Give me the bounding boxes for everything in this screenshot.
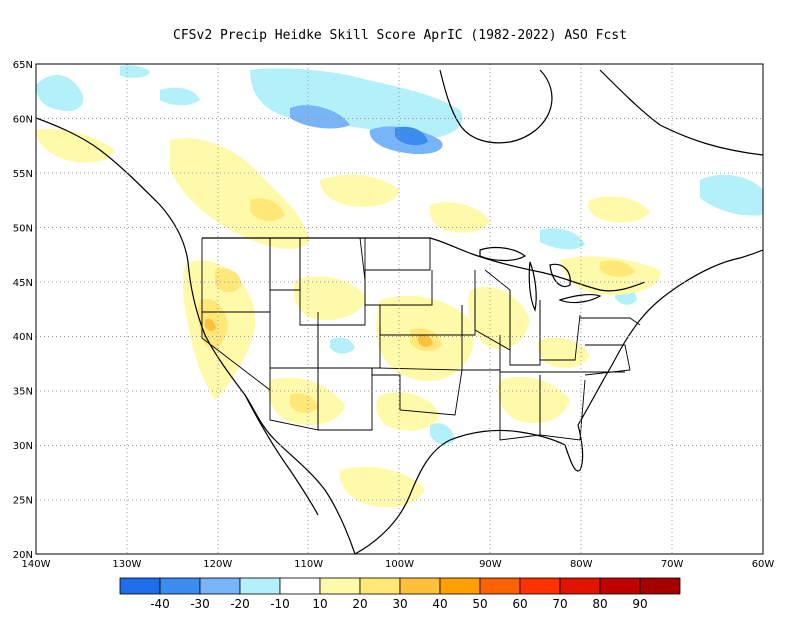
map-boundaries xyxy=(36,69,763,554)
lon-label: 120W xyxy=(203,559,232,570)
great-lakes-michigan xyxy=(528,261,537,312)
atlantic-coastline xyxy=(577,249,763,426)
neg-area-bc-coast xyxy=(120,65,150,78)
neg-strong-central-canada xyxy=(395,126,428,146)
lon-label: 60W xyxy=(752,559,775,570)
pos-strong-california xyxy=(205,318,216,331)
colorbar: -40 -30 -20 -10 10 20 30 40 50 60 70 80 90 xyxy=(119,577,681,611)
pos-area-labrador xyxy=(588,196,650,223)
lon-label: 90W xyxy=(479,559,502,570)
colorbar-swatch xyxy=(119,577,161,595)
pos-area-mexico xyxy=(339,466,425,508)
lat-label: 55N xyxy=(13,169,33,180)
pos-mid-idaho xyxy=(215,268,242,293)
neg-area-nevada xyxy=(330,337,355,354)
pos-area-nw-canada xyxy=(36,128,115,163)
colorbar-swatch xyxy=(559,577,601,595)
pos-area-appalachia xyxy=(537,337,590,369)
pos-mid-montana xyxy=(250,198,285,222)
lon-label: 100W xyxy=(385,559,414,570)
colorbar-swatch xyxy=(639,577,681,595)
colorbar-swatch xyxy=(599,577,641,595)
neg-area-atlantic xyxy=(700,174,763,216)
lon-label: 130W xyxy=(112,559,141,570)
lat-label: 65N xyxy=(13,60,33,71)
canada-us-border xyxy=(202,237,646,292)
gulf-coast xyxy=(354,429,566,554)
colorbar-swatch xyxy=(159,577,201,595)
colorbar-label: 70 xyxy=(552,597,567,611)
lat-label: 35N xyxy=(13,387,33,398)
pos-area-saskatchewan xyxy=(320,174,400,207)
neg-area-yukon xyxy=(160,87,200,106)
colorbar-label: -30 xyxy=(190,597,210,611)
map-frame xyxy=(35,63,764,555)
lon-label: 70W xyxy=(661,559,684,570)
pos-area-wyoming xyxy=(293,276,366,321)
great-lakes-huron xyxy=(549,263,571,287)
colorbar-label: 40 xyxy=(432,597,447,611)
pos-area-manitoba xyxy=(429,202,490,233)
lon-label: 140W xyxy=(22,559,51,570)
colorbar-label: 60 xyxy=(512,597,527,611)
florida xyxy=(564,424,584,472)
neg-area-ontario xyxy=(540,228,585,250)
pos-area-alberta xyxy=(170,138,310,250)
colorbar-label: 30 xyxy=(392,597,407,611)
great-lakes-erie xyxy=(558,294,602,304)
colorbar-swatch xyxy=(319,577,361,595)
lat-label: 45N xyxy=(13,278,33,289)
colorbar-swatch xyxy=(439,577,481,595)
colorbar-swatch xyxy=(239,577,281,595)
colorbar-swatch xyxy=(479,577,521,595)
pos-mid-arizona xyxy=(290,393,318,414)
colorbar-label: -40 xyxy=(150,597,170,611)
state-boundaries xyxy=(201,237,641,441)
lat-label: 25N xyxy=(13,496,33,507)
baja-coast xyxy=(244,394,319,516)
colorbar-swatch xyxy=(359,577,401,595)
graticule xyxy=(36,64,763,554)
lat-label: 40N xyxy=(13,332,33,343)
colorbar-swatch xyxy=(399,577,441,595)
pos-strong-kansas xyxy=(418,334,433,347)
great-lakes-superior xyxy=(479,246,527,262)
lat-label: 60N xyxy=(13,114,33,125)
pos-mid-ontario xyxy=(600,260,635,278)
latitude-labels: 65N 60N 55N 50N 45N 40N 35N 30N 25N 20N xyxy=(13,60,33,561)
neg-area-hudson-west xyxy=(250,68,463,139)
hudson-bay xyxy=(439,69,553,144)
pos-area-texas xyxy=(376,392,440,431)
lon-label: 110W xyxy=(294,559,323,570)
skill-shading xyxy=(36,65,763,508)
colorbar-label: 90 xyxy=(632,597,647,611)
lat-label: 30N xyxy=(13,441,33,452)
lat-label: 50N xyxy=(13,223,33,234)
colorbar-label: 50 xyxy=(472,597,487,611)
longitude-labels: 140W 130W 120W 110W 100W 90W 80W 70W 60W xyxy=(22,559,775,570)
neg-area-texas-coast xyxy=(430,423,455,445)
pos-area-midwest xyxy=(468,286,530,349)
colorbar-swatch xyxy=(279,577,321,595)
lon-label: 80W xyxy=(570,559,593,570)
colorbar-label: 20 xyxy=(352,597,367,611)
pacific-coastline xyxy=(36,117,356,554)
neg-mid-hudson xyxy=(290,105,350,129)
pos-area-southeast xyxy=(498,376,570,424)
colorbar-swatch xyxy=(199,577,241,595)
neg-area-alaska xyxy=(36,74,84,112)
colorbar-label: -20 xyxy=(230,597,250,611)
colorbar-swatch xyxy=(519,577,561,595)
colorbar-label: 80 xyxy=(592,597,607,611)
chart-title: CFSv2 Precip Heidke Skill Score AprIC (1… xyxy=(173,28,627,43)
colorbar-label: 10 xyxy=(312,597,327,611)
colorbar-label: -10 xyxy=(270,597,290,611)
labrador-coast xyxy=(599,69,763,156)
lat-label: 20N xyxy=(13,550,33,561)
